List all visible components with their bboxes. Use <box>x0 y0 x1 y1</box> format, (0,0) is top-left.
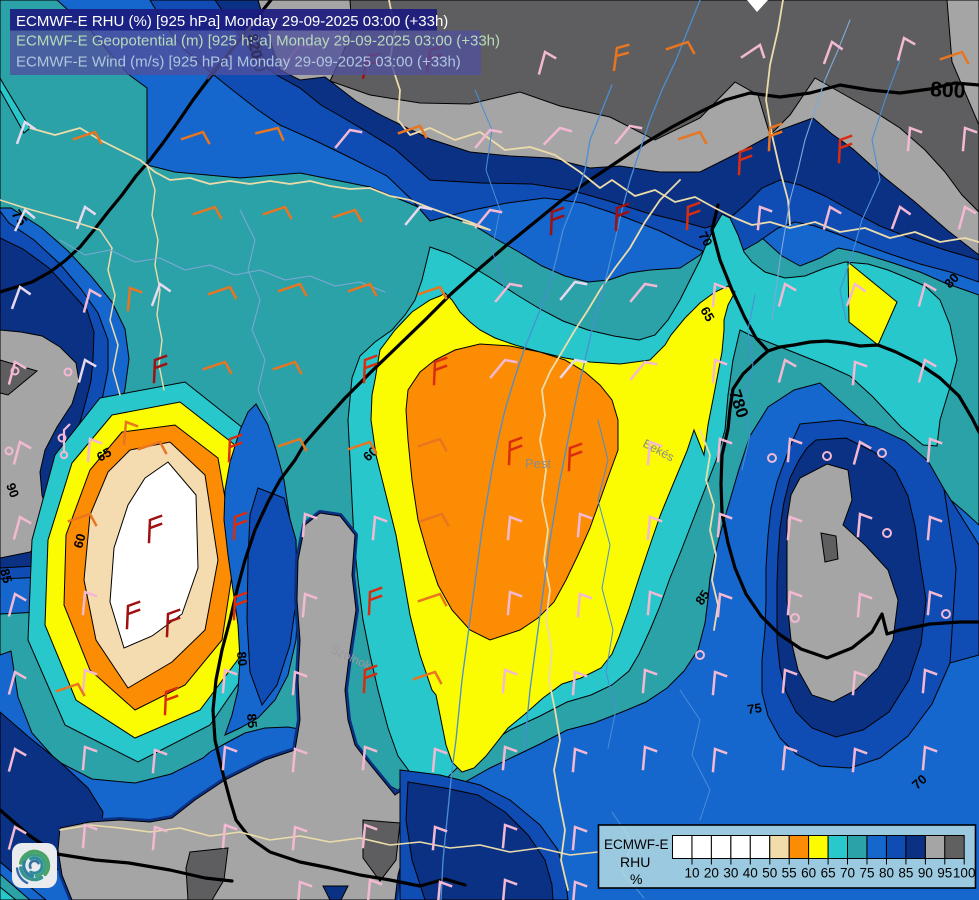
svg-text:50: 50 <box>762 866 777 881</box>
svg-text:95: 95 <box>937 866 952 881</box>
svg-text:%: % <box>630 871 642 887</box>
svg-text:65: 65 <box>697 304 717 324</box>
svg-text:75: 75 <box>746 700 762 717</box>
svg-text:Pest: Pest <box>525 456 551 471</box>
svg-text:55: 55 <box>782 866 797 881</box>
svg-text:65: 65 <box>94 444 114 464</box>
svg-text:30: 30 <box>723 866 738 881</box>
svg-text:80: 80 <box>234 651 250 667</box>
svg-text:RHU: RHU <box>620 854 650 870</box>
svg-text:ECMWF-E Geopotential (m) [925: ECMWF-E Geopotential (m) [925 hPa] Monda… <box>16 33 500 50</box>
svg-text:ECMWF-E RHU (%) [925 hPa] Mond: ECMWF-E RHU (%) [925 hPa] Monday 29-09-2… <box>16 13 448 30</box>
svg-text:90: 90 <box>918 866 933 881</box>
svg-text:10: 10 <box>684 866 699 881</box>
svg-text:800: 800 <box>930 78 966 103</box>
svg-text:ECMWF-E Wind (m/s) [925 hPa] M: ECMWF-E Wind (m/s) [925 hPa] Monday 29-0… <box>16 54 461 71</box>
svg-text:85: 85 <box>692 587 713 607</box>
svg-text:820: 820 <box>243 32 265 60</box>
svg-text:85: 85 <box>898 866 913 881</box>
svg-text:70: 70 <box>695 229 715 249</box>
svg-text:20: 20 <box>704 866 719 881</box>
svg-text:80: 80 <box>879 866 894 881</box>
svg-text:90: 90 <box>3 481 22 500</box>
svg-text:ECMWF-E: ECMWF-E <box>604 837 669 852</box>
svg-text:85: 85 <box>0 567 15 585</box>
svg-text:100: 100 <box>953 866 976 881</box>
svg-text:75: 75 <box>859 866 874 881</box>
svg-text:65: 65 <box>821 866 836 881</box>
svg-text:40: 40 <box>743 866 758 881</box>
svg-text:60: 60 <box>801 866 816 881</box>
svg-text:85: 85 <box>244 713 260 729</box>
svg-text:60: 60 <box>70 532 88 550</box>
svg-text:70: 70 <box>840 866 855 881</box>
